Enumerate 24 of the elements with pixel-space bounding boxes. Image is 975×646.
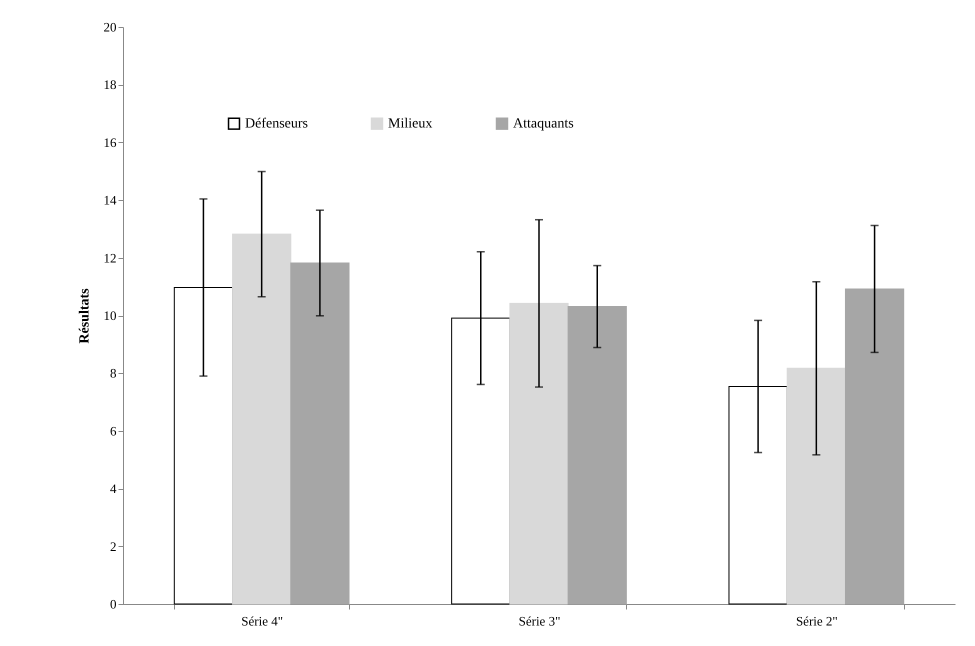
x-tick-label: Série 4" [241, 614, 284, 628]
legend-label: Défenseurs [245, 116, 308, 132]
bar [232, 234, 292, 604]
y-tick-label: 16 [104, 134, 117, 150]
legend-label: Attaquants [513, 116, 574, 132]
bar [290, 262, 350, 604]
y-tick-label: 10 [104, 308, 116, 323]
bar [786, 368, 846, 604]
bar [509, 302, 569, 604]
y-tick-label: 0 [110, 596, 116, 612]
x-tick-label: Série 3" [518, 614, 560, 628]
y-tick-label: 2 [110, 538, 116, 554]
y-tick-label: 12 [104, 250, 116, 266]
y-tick-label: 8 [110, 366, 116, 381]
y-tick-label: 20 [104, 20, 116, 34]
bar [568, 306, 627, 604]
y-tick-label: 18 [104, 77, 116, 92]
y-axis-title: Résultats [78, 288, 92, 344]
y-tick-label: 6 [110, 423, 117, 438]
y-tick-label: 14 [104, 192, 117, 208]
y-tick-label: 4 [110, 481, 117, 496]
x-tick-label: Série 2" [796, 614, 838, 628]
legend-label: Milieux [388, 116, 432, 132]
bar [844, 288, 904, 604]
